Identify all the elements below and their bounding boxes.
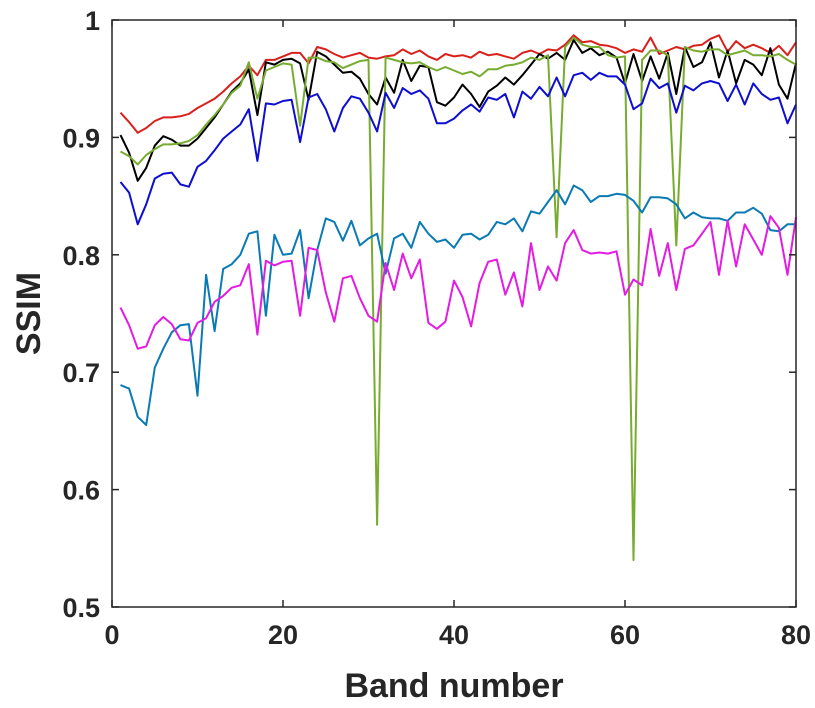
- y-tick-label: 0.5: [62, 593, 100, 623]
- series-layer: [119, 34, 797, 561]
- y-tick-label: 0.9: [62, 123, 100, 153]
- series-line-3: [120, 36, 797, 561]
- x-tick-label: 0: [104, 620, 119, 650]
- series-line-6: [119, 215, 797, 350]
- y-tick-label: 0.8: [62, 241, 100, 271]
- series-line-2: [119, 39, 797, 182]
- y-axis-title: SSIM: [10, 272, 48, 355]
- y-tick-label: 1: [85, 6, 100, 36]
- x-axis-title: Band number: [344, 667, 563, 705]
- plot-area-frame: [111, 19, 797, 608]
- series-line-5: [120, 184, 796, 426]
- x-tick-label: 40: [439, 620, 469, 650]
- series-line-1: [119, 34, 797, 134]
- series-line-4: [119, 71, 797, 226]
- y-tick-label: 0.7: [62, 358, 100, 388]
- x-tick-label: 80: [781, 620, 811, 650]
- y-tick-label: 0.6: [62, 476, 100, 506]
- tick-layer: 0 20 40 60 80 0.5 0.6 0.7 0.8 0.9 1: [62, 6, 811, 650]
- x-tick-label: 60: [610, 620, 640, 650]
- x-tick-label: 20: [268, 620, 298, 650]
